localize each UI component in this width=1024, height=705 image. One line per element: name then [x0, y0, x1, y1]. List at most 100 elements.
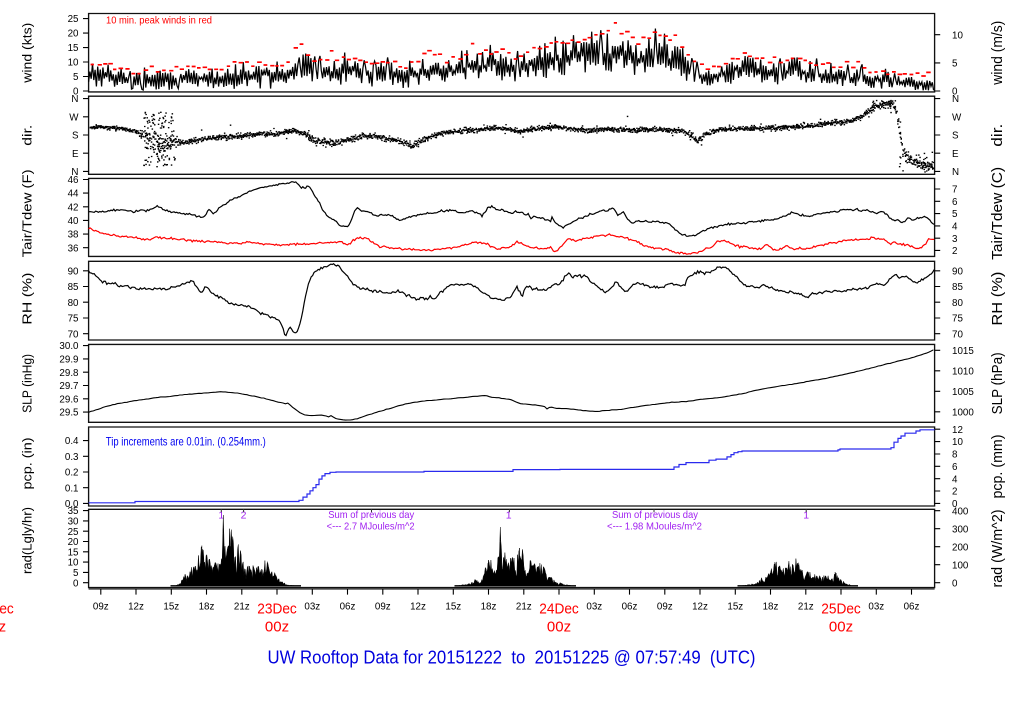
svg-text:29.9: 29.9: [59, 355, 78, 366]
svg-text:18z: 18z: [763, 602, 779, 613]
svg-text:75: 75: [68, 314, 79, 325]
svg-text:25Dec: 25Dec: [821, 601, 861, 618]
svg-text:0: 0: [952, 499, 958, 510]
svg-text:rad(Lgly/hr): rad(Lgly/hr): [21, 507, 35, 574]
svg-text:22Dec: 22Dec: [0, 601, 14, 618]
svg-text:1: 1: [803, 510, 809, 522]
svg-text:20: 20: [68, 29, 79, 40]
svg-text:29.8: 29.8: [59, 368, 79, 379]
svg-text:06z: 06z: [622, 602, 638, 613]
svg-text:46: 46: [68, 175, 79, 186]
svg-text:06z: 06z: [904, 602, 920, 613]
svg-text:W: W: [69, 112, 79, 123]
svg-text:wind (m/s): wind (m/s): [989, 21, 1006, 86]
svg-text:0.3: 0.3: [65, 452, 79, 463]
svg-text:90: 90: [68, 266, 79, 277]
svg-text:Sum of previous day: Sum of previous day: [328, 509, 415, 521]
svg-text:29.6: 29.6: [59, 394, 79, 405]
svg-text:0: 0: [952, 578, 958, 589]
svg-text:15: 15: [68, 547, 79, 558]
svg-text:4: 4: [952, 474, 958, 485]
svg-text:09z: 09z: [93, 602, 109, 613]
svg-text:N: N: [952, 94, 959, 105]
svg-text:10: 10: [68, 58, 79, 69]
svg-text:1000: 1000: [952, 407, 974, 418]
svg-text:S: S: [72, 131, 79, 142]
svg-text:1: 1: [506, 510, 512, 522]
svg-text:25: 25: [68, 14, 79, 25]
svg-text:09z: 09z: [657, 602, 673, 613]
svg-text:4: 4: [952, 222, 958, 233]
svg-text:E: E: [952, 149, 959, 160]
svg-text:10 min. peak winds in red: 10 min. peak winds in red: [106, 16, 212, 27]
svg-text:21z: 21z: [234, 602, 250, 613]
svg-text:W: W: [952, 112, 962, 123]
svg-text:10: 10: [952, 30, 963, 41]
svg-text:dir.: dir.: [21, 125, 35, 146]
svg-text:wind (kts): wind (kts): [21, 23, 35, 84]
svg-text:03z: 03z: [304, 602, 320, 613]
svg-text:70: 70: [952, 329, 963, 340]
svg-text:rad (W/m^2): rad (W/m^2): [989, 510, 1006, 588]
svg-text:85: 85: [952, 282, 963, 293]
svg-text:38: 38: [68, 230, 79, 241]
svg-text:36: 36: [68, 243, 79, 254]
svg-text:2: 2: [241, 510, 247, 522]
svg-text:80: 80: [952, 298, 963, 309]
svg-text:70: 70: [68, 329, 79, 340]
svg-text:3: 3: [952, 234, 958, 245]
svg-text:21z: 21z: [516, 602, 532, 613]
svg-text:15z: 15z: [445, 602, 461, 613]
svg-text:0.2: 0.2: [65, 468, 79, 479]
svg-text:29.7: 29.7: [59, 381, 78, 392]
svg-text:1005: 1005: [952, 387, 974, 398]
svg-text:1010: 1010: [952, 366, 974, 377]
svg-text:0: 0: [952, 87, 958, 98]
svg-text:42: 42: [68, 202, 79, 213]
svg-text:30: 30: [68, 517, 79, 528]
svg-text:Sum of previous day: Sum of previous day: [612, 509, 699, 521]
svg-text:12: 12: [952, 425, 963, 436]
svg-text:2: 2: [952, 246, 957, 257]
svg-text:E: E: [72, 149, 79, 160]
svg-text:03z: 03z: [868, 602, 884, 613]
svg-text:pcp. (in): pcp. (in): [21, 438, 35, 490]
svg-text:20: 20: [68, 537, 79, 548]
svg-text:23Dec: 23Dec: [257, 601, 297, 618]
svg-text:40: 40: [68, 216, 79, 227]
svg-text:0: 0: [73, 578, 79, 589]
svg-text:1: 1: [218, 510, 224, 522]
svg-text:29.5: 29.5: [59, 408, 79, 419]
svg-text:S: S: [952, 131, 959, 142]
svg-text:90: 90: [952, 266, 963, 277]
svg-text:2: 2: [952, 487, 957, 498]
svg-text:80: 80: [68, 298, 79, 309]
svg-text:7: 7: [952, 185, 957, 196]
svg-text:18z: 18z: [199, 602, 215, 613]
svg-text:00z: 00z: [0, 619, 6, 636]
svg-text:75: 75: [952, 314, 963, 325]
svg-text:03z: 03z: [586, 602, 602, 613]
svg-text:24Dec: 24Dec: [539, 601, 579, 618]
svg-text:6: 6: [952, 462, 958, 473]
svg-text:pcp. (mm): pcp. (mm): [989, 434, 1006, 498]
svg-text:Tair/Tdew (F): Tair/Tdew (F): [21, 169, 35, 257]
svg-text:<--- 2.7 MJoules/m^2: <--- 2.7 MJoules/m^2: [327, 521, 415, 533]
svg-text:30.0: 30.0: [59, 341, 79, 352]
svg-text:0.0: 0.0: [65, 499, 79, 510]
svg-text:21z: 21z: [798, 602, 814, 613]
svg-text:Tip increments are 0.01in. (0.: Tip increments are 0.01in. (0.254mm.): [106, 435, 266, 449]
svg-text:SLP (hPa): SLP (hPa): [989, 352, 1006, 414]
svg-text:15: 15: [68, 43, 79, 54]
svg-text:6: 6: [952, 197, 958, 208]
svg-text:RH (%): RH (%): [989, 272, 1006, 326]
svg-text:15z: 15z: [163, 602, 179, 613]
svg-text:N: N: [952, 167, 959, 178]
svg-text:100: 100: [952, 560, 969, 571]
svg-text:5: 5: [952, 59, 958, 70]
svg-text:5: 5: [73, 568, 79, 579]
svg-text:300: 300: [952, 524, 969, 535]
svg-text:00z: 00z: [265, 619, 289, 636]
svg-text:15z: 15z: [727, 602, 743, 613]
svg-text:18z: 18z: [481, 602, 497, 613]
